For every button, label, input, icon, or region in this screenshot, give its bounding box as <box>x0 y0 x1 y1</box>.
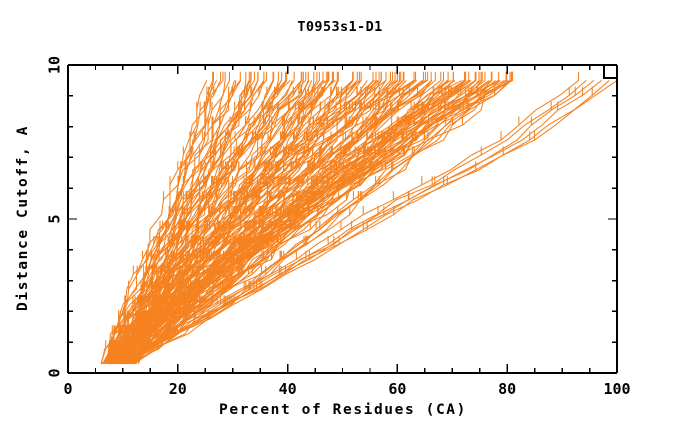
data-curve-outlier <box>109 71 580 365</box>
data-curve <box>104 71 493 365</box>
data-curve <box>130 79 490 365</box>
x-tick-label: 20 <box>169 380 187 398</box>
data-curve <box>117 71 302 364</box>
data-curve <box>112 71 224 364</box>
data-curve <box>110 71 436 364</box>
y-tick-label: 0 <box>46 368 64 377</box>
data-curves-layer <box>100 71 618 365</box>
x-tick-label: 100 <box>603 380 630 398</box>
data-curve <box>135 71 508 364</box>
data-curve <box>104 79 477 365</box>
data-curve <box>104 71 259 365</box>
x-tick-label: 80 <box>498 380 516 398</box>
data-curve <box>109 71 486 365</box>
data-curve <box>127 71 507 365</box>
page-title: T0953s1-D1 <box>297 19 382 35</box>
data-curve-outlier <box>115 79 618 365</box>
y-tick-label: 5 <box>46 214 64 223</box>
data-curve <box>102 80 218 365</box>
x-tick-label: 40 <box>279 380 297 398</box>
data-curve-outlier <box>115 79 602 365</box>
x-tick-label: 60 <box>388 380 406 398</box>
data-curve <box>102 71 333 365</box>
data-curve-outlier <box>119 79 595 365</box>
x-tick-label: 0 <box>63 380 72 398</box>
data-curve <box>110 79 417 365</box>
data-curve <box>119 80 236 364</box>
data-curve <box>110 79 513 364</box>
data-curve <box>114 71 514 365</box>
y-tick-label: 10 <box>46 56 64 74</box>
axis-labels-layer: T0953s1-D1 Percent of Residues (CA) Dist… <box>15 19 631 418</box>
y-axis-title: Distance Cutoff, A <box>15 125 31 311</box>
data-curve <box>132 71 493 365</box>
data-curve <box>112 71 241 364</box>
data-curve <box>111 71 483 364</box>
data-curve <box>105 71 307 364</box>
x-axis-title: Percent of Residues (CA) <box>219 402 467 418</box>
axes-frame-layer <box>67 64 618 374</box>
